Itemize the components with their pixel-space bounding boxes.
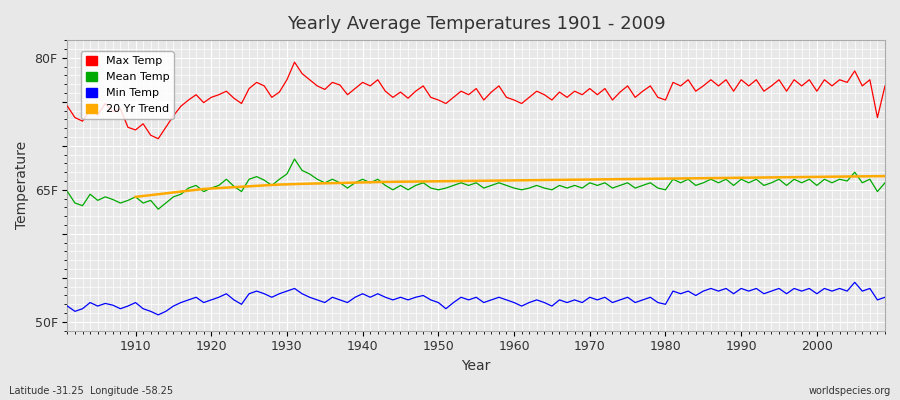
- Title: Yearly Average Temperatures 1901 - 2009: Yearly Average Temperatures 1901 - 2009: [287, 15, 665, 33]
- Legend: Max Temp, Mean Temp, Min Temp, 20 Yr Trend: Max Temp, Mean Temp, Min Temp, 20 Yr Tre…: [81, 52, 174, 119]
- Text: Latitude -31.25  Longitude -58.25: Latitude -31.25 Longitude -58.25: [9, 386, 173, 396]
- Text: worldspecies.org: worldspecies.org: [809, 386, 891, 396]
- Y-axis label: Temperature: Temperature: [15, 141, 29, 230]
- X-axis label: Year: Year: [462, 359, 490, 373]
